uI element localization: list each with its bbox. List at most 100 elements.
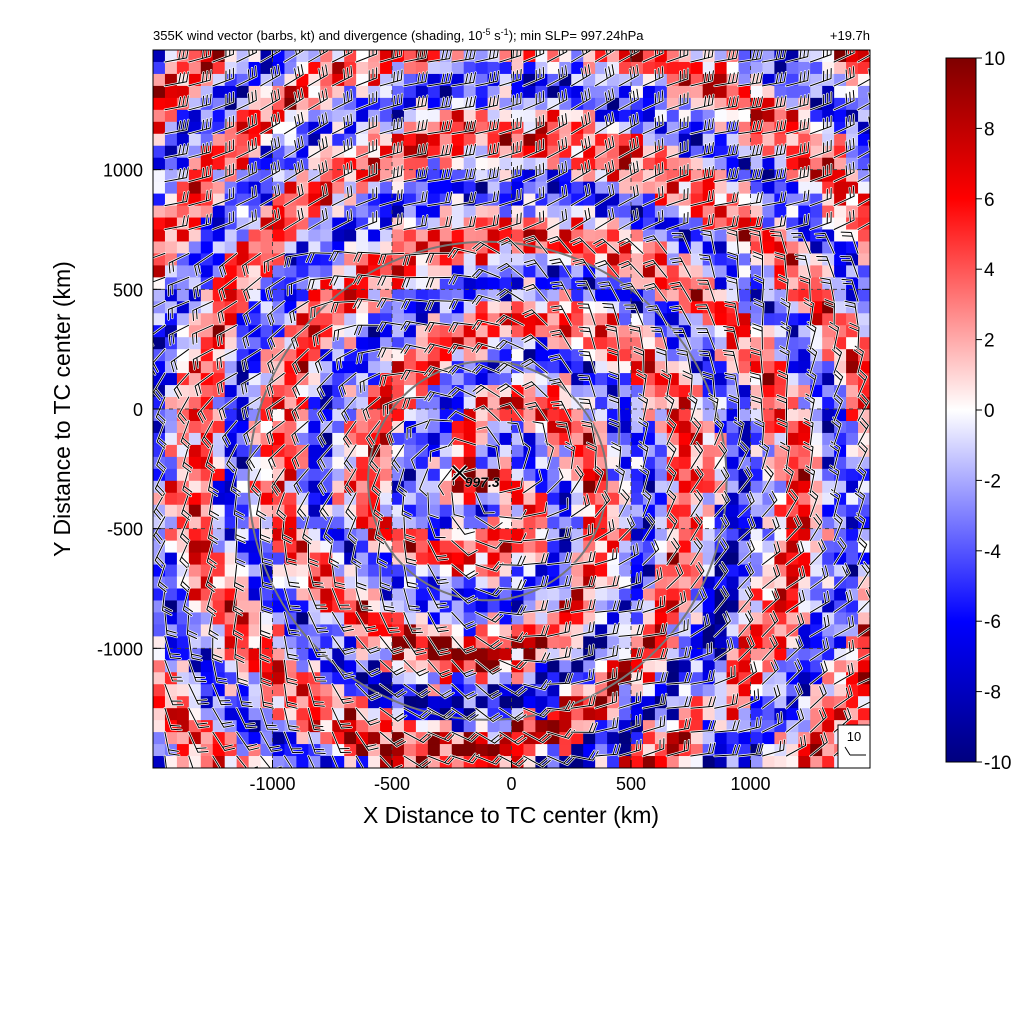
shading-cell — [296, 744, 309, 757]
shading-cell — [738, 361, 752, 374]
wind-barb — [167, 300, 190, 320]
shading-cell — [547, 696, 560, 709]
shading-cell — [678, 397, 692, 410]
shading-cell — [738, 289, 752, 302]
shading-cell — [153, 241, 166, 255]
shading-cell — [475, 720, 489, 733]
shading-cell — [511, 456, 525, 470]
shading-cell — [738, 385, 752, 398]
shading-cell — [439, 205, 453, 219]
shading-cell — [451, 420, 465, 434]
shading-cell — [726, 588, 740, 602]
wind-barb — [188, 93, 212, 111]
shading-cell — [164, 133, 178, 147]
shading-cell — [762, 361, 775, 374]
shading-cell — [523, 540, 536, 554]
shading-cell — [296, 432, 309, 446]
shading-cell — [153, 337, 166, 350]
shading-cell — [774, 109, 787, 123]
shading-cell — [392, 756, 405, 768]
shading-cell — [810, 432, 823, 446]
shading-cell — [284, 516, 297, 530]
shading-cell — [463, 349, 477, 362]
shading-cell — [762, 385, 775, 398]
shading-cell — [858, 456, 870, 470]
shading-cell — [475, 205, 489, 219]
shading-cell — [427, 564, 441, 578]
shading-cell — [475, 181, 489, 195]
shading-cell — [380, 564, 393, 578]
shading-cell — [571, 456, 584, 470]
shading-cell — [176, 612, 190, 625]
shading-cell — [427, 672, 441, 685]
wind-barb — [188, 755, 194, 768]
shading-cell — [451, 480, 465, 494]
shading-cell — [595, 409, 608, 422]
shading-cell — [272, 277, 286, 290]
shading-cell — [392, 516, 405, 530]
shading-cell — [296, 636, 309, 649]
shading-cell — [726, 516, 740, 530]
shading-cell — [164, 504, 178, 518]
shading-cell — [284, 492, 297, 506]
shading-cell — [702, 756, 716, 768]
shading-cell — [368, 241, 381, 255]
shading-cell — [666, 133, 680, 147]
shading-cell — [786, 61, 799, 75]
shading-cell — [654, 61, 668, 75]
shading-cell — [714, 313, 728, 326]
shading-cell — [535, 588, 548, 602]
shading-cell — [248, 648, 262, 661]
wind-barb — [188, 117, 212, 135]
shading-cell — [212, 229, 226, 243]
shading-cell — [750, 313, 764, 326]
shading-cell — [690, 265, 704, 278]
shading-cell — [726, 480, 740, 494]
shading-cell — [212, 576, 226, 590]
shading-cell — [284, 540, 297, 554]
shading-cell — [284, 61, 297, 75]
shading-cell — [344, 301, 357, 314]
shading-cell — [822, 337, 835, 350]
shading-cell — [487, 253, 501, 266]
shading-cell — [726, 241, 740, 255]
shading-cell — [523, 133, 536, 147]
shading-cell — [822, 576, 835, 590]
shading-cell — [822, 672, 835, 685]
shading-cell — [654, 73, 668, 87]
shading-cell — [726, 265, 740, 278]
shading-cell — [188, 552, 202, 566]
shading-cell — [320, 660, 333, 673]
shading-cell — [654, 193, 668, 207]
shading-cell — [224, 361, 238, 374]
shading-cell — [619, 349, 632, 362]
shading-cell — [511, 301, 525, 314]
shading-cell — [164, 492, 178, 506]
shading-cell — [607, 564, 620, 578]
shading-cell — [738, 397, 752, 410]
shading-cell — [356, 397, 369, 410]
range-circle — [247, 240, 728, 721]
shading-cell — [690, 720, 704, 733]
shading-cell — [678, 756, 692, 768]
shading-cell — [308, 468, 321, 482]
shading-cell — [427, 468, 441, 482]
shading-cell — [690, 133, 704, 147]
shading-cell — [642, 684, 656, 697]
shading-cell — [356, 205, 369, 219]
shading-cell — [666, 265, 680, 278]
shading-cell — [798, 432, 811, 446]
shading-cell — [714, 732, 728, 745]
shading-cell — [499, 600, 513, 614]
shading-cell — [834, 289, 847, 302]
shading-cell — [666, 229, 680, 243]
shading-cell — [666, 385, 680, 398]
shading-cell — [463, 720, 477, 733]
shading-cell — [822, 552, 835, 566]
shading-cell — [786, 504, 799, 518]
shading-cell — [619, 409, 632, 422]
shading-cell — [427, 61, 441, 75]
shading-cell — [463, 744, 477, 757]
shading-cell — [463, 61, 477, 75]
shading-cell — [678, 444, 692, 458]
